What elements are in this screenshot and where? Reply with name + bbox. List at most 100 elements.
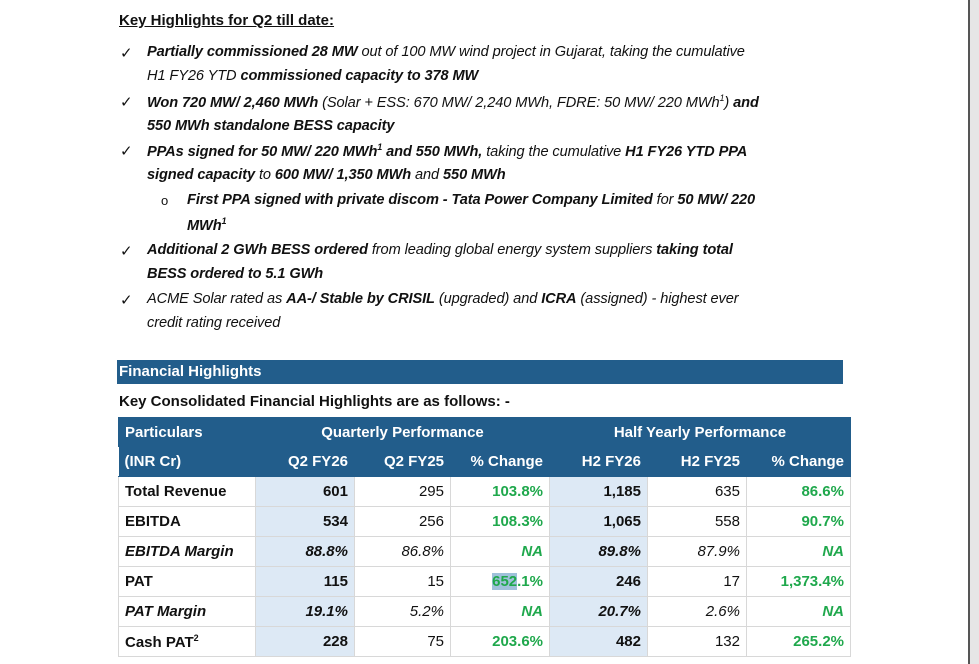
table-cell: 115 xyxy=(255,566,355,597)
text-segment: Won 720 MW/ 2,460 MWh xyxy=(147,94,319,111)
highlight-line: ACME Solar rated as AA-/ Stable by CRISI… xyxy=(147,291,739,307)
row-label: Cash PAT2 xyxy=(118,626,256,657)
table-row: EBITDA 534 256 108.3% 1,065 558 90.7% xyxy=(118,506,851,537)
table-cell: 534 xyxy=(255,506,355,537)
text-segment: ACME Solar rated as xyxy=(147,291,287,307)
table-row: PAT Margin 19.1% 5.2% NA 20.7% 2.6% NA xyxy=(118,596,851,627)
col-header: % Change xyxy=(450,447,550,477)
col-particulars: Particulars xyxy=(118,417,256,447)
page-edge xyxy=(968,0,970,664)
highlight-line: BESS ordered to 5.1 GWh xyxy=(147,266,323,282)
text-segment: taking the cumulative xyxy=(482,143,626,160)
text-segment: ICRA xyxy=(541,291,577,307)
text-segment: 550 MWh standalone BESS capacity xyxy=(147,118,395,134)
checkmark-icon: ✓ xyxy=(120,45,133,62)
text-segment: MWh xyxy=(187,217,222,234)
highlight-line: credit rating received xyxy=(147,315,280,331)
text-segment: and xyxy=(411,167,444,183)
text-segment: H1 FY26 YTD PPA xyxy=(625,143,748,160)
table-cell: 17 xyxy=(647,566,747,597)
table-cell: 19.1% xyxy=(255,596,355,627)
text-segment: (assigned) - highest ever xyxy=(576,291,739,307)
text-segment: 550 MWh xyxy=(443,167,506,183)
table-cell: 295 xyxy=(354,476,451,507)
row-label: PAT xyxy=(118,566,256,597)
highlight-line: signed capacity to 600 MW/ 1,350 MWh and… xyxy=(147,167,506,183)
table-cell: NA xyxy=(450,596,550,627)
text-segment: 1 xyxy=(221,216,227,226)
table-cell: 265.2% xyxy=(746,626,851,657)
row-label: Total Revenue xyxy=(118,476,256,507)
text-selection[interactable]: 652 xyxy=(492,573,518,590)
row-label-text: PAT xyxy=(125,573,153,590)
highlight-line: First PPA signed with private discom - T… xyxy=(187,192,755,208)
table-cell: 256 xyxy=(354,506,451,537)
row-label: PAT Margin xyxy=(118,596,256,627)
row-label-text: Cash PAT xyxy=(125,633,194,651)
table-cell: 652.1% xyxy=(450,566,550,597)
table-cell: 108.3% xyxy=(450,506,550,537)
table-cell: 87.9% xyxy=(647,536,747,567)
table-cell: 1,373.4% xyxy=(746,566,851,597)
highlight-line: H1 FY26 YTD commissioned capacity to 378… xyxy=(147,68,478,84)
key-highlights-heading: Key Highlights for Q2 till date: xyxy=(119,12,335,29)
text-segment: BESS ordered to 5.1 GWh xyxy=(147,266,324,282)
text-segment: and 550 MWh, xyxy=(382,143,483,160)
table-cell: 2.6% xyxy=(647,596,747,627)
text-segment: taking total xyxy=(656,242,733,258)
text-segment: Additional 2 GWh BESS ordered xyxy=(147,242,368,258)
text-segment: to xyxy=(255,167,275,183)
text-segment: from leading global energy system suppli… xyxy=(367,242,657,258)
highlight-line: Won 720 MW/ 2,460 MWh (Solar + ESS: 670 … xyxy=(147,93,759,111)
col-header: Q2 FY25 xyxy=(354,447,451,477)
text-segment: and xyxy=(729,94,759,111)
table-cell: 228 xyxy=(255,626,355,657)
circle-bullet-icon: o xyxy=(161,193,169,208)
text-segment: 50 MW/ 220 xyxy=(677,192,756,208)
col-header: H2 FY26 xyxy=(549,447,648,477)
text-segment: PPAs signed for 50 MW/ 220 MWh xyxy=(147,143,378,160)
text-segment: 600 MW/ 1,350 MWh xyxy=(274,167,412,183)
row-label: EBITDA Margin xyxy=(118,536,256,567)
table-cell: 601 xyxy=(255,476,355,507)
table-cell: 635 xyxy=(647,476,747,507)
row-label: EBITDA xyxy=(118,506,256,537)
text-segment: AA-/ Stable by CRISIL xyxy=(286,291,435,307)
table-cell: 203.6% xyxy=(450,626,550,657)
financial-table: Particulars Quarterly Performance Half Y… xyxy=(118,417,851,657)
table-cell: 5.2% xyxy=(354,596,451,627)
text-segment: ) xyxy=(724,94,730,111)
table-row: Total Revenue 601 295 103.8% 1,185 635 86.6% xyxy=(118,476,851,507)
table-cell: 90.7% xyxy=(746,506,851,537)
row-label-text: PAT Margin xyxy=(125,603,207,620)
text-segment: 1 xyxy=(719,93,725,103)
table-cell: 86.8% xyxy=(354,536,451,567)
highlight-line: MWh1 xyxy=(187,216,227,234)
text-segment: 1 xyxy=(377,142,383,152)
table-cell: 88.8% xyxy=(255,536,355,567)
col-header: % Change xyxy=(746,447,851,477)
text-segment: H1 FY26 YTD xyxy=(147,68,237,84)
text-segment: credit rating received xyxy=(147,315,281,331)
text-segment: First PPA signed with private discom - T… xyxy=(187,192,653,208)
table-cell: NA xyxy=(746,536,851,567)
highlight-line: PPAs signed for 50 MW/ 220 MWh1 and 550 … xyxy=(147,142,747,160)
highlight-line: Additional 2 GWh BESS ordered from leadi… xyxy=(147,242,733,258)
text-segment: for xyxy=(652,192,678,208)
table-cell: 89.8% xyxy=(549,536,648,567)
col-header: H2 FY25 xyxy=(647,447,747,477)
financial-highlights-band: Financial Highlights xyxy=(117,360,843,384)
checkmark-icon: ✓ xyxy=(120,292,133,309)
table-cell: 1,185 xyxy=(549,476,648,507)
table-cell: 132 xyxy=(647,626,747,657)
row-label-text: Total Revenue xyxy=(125,483,227,500)
table-row: Cash PAT2 228 75 203.6% 482 132 265.2% xyxy=(118,626,851,657)
footnote-marker: 2 xyxy=(193,632,199,643)
table-row: EBITDA Margin 88.8% 86.8% NA 89.8% 87.9% NA xyxy=(118,536,851,567)
checkmark-icon: ✓ xyxy=(120,143,133,160)
table-cell: 103.8% xyxy=(450,476,550,507)
table-cell: NA xyxy=(746,596,851,627)
text-segment: signed capacity xyxy=(147,167,255,183)
financial-subheading: Key Consolidated Financial Highlights ar… xyxy=(119,393,510,410)
table-cell: 75 xyxy=(354,626,451,657)
